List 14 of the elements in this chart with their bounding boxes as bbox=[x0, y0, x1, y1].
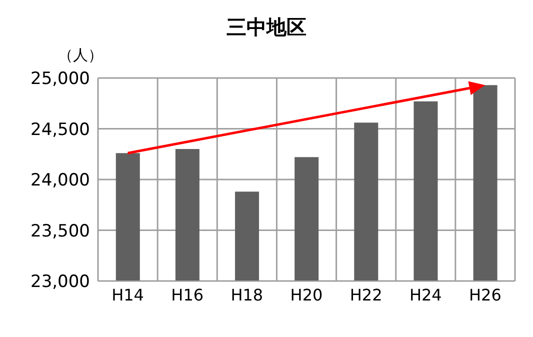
x-tick-label: H18 bbox=[230, 285, 264, 304]
y-tick-label: 23,000 bbox=[30, 272, 90, 292]
y-tick-label: 25,000 bbox=[30, 69, 90, 90]
y-tick-label: 24,500 bbox=[30, 120, 90, 140]
chart-title: 三中地区 bbox=[226, 14, 308, 41]
x-tick-label: H26 bbox=[469, 285, 502, 304]
x-tick-label: H24 bbox=[409, 285, 442, 304]
x-tick-label: H16 bbox=[171, 285, 204, 304]
x-tick-label: H22 bbox=[350, 285, 382, 304]
y-tick-label: 23,500 bbox=[30, 221, 90, 242]
x-tick-label: H20 bbox=[290, 285, 323, 304]
y-axis-title: （人） bbox=[58, 46, 103, 65]
y-tick-label: 24,000 bbox=[30, 170, 90, 191]
x-tick-label: H14 bbox=[112, 285, 144, 304]
